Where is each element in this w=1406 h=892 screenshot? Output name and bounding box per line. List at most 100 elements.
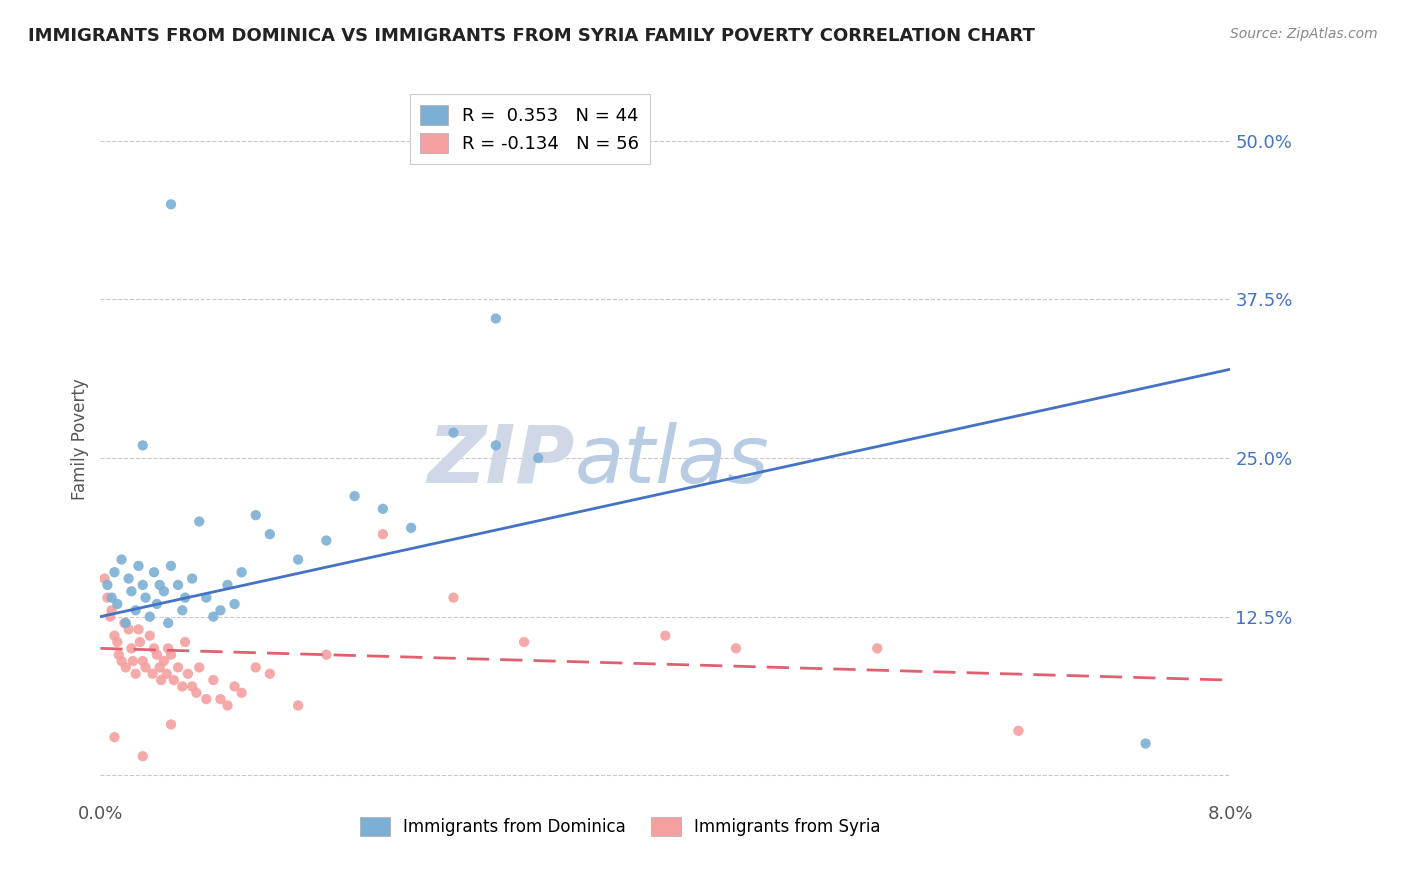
Text: Source: ZipAtlas.com: Source: ZipAtlas.com — [1230, 27, 1378, 41]
Point — [485, 438, 508, 452]
Point — [156, 666, 179, 681]
Point — [127, 558, 149, 573]
Point — [105, 635, 128, 649]
Point — [1135, 737, 1157, 751]
Point — [132, 654, 155, 668]
Point — [188, 660, 211, 674]
Point — [135, 591, 157, 605]
Point — [157, 641, 180, 656]
Text: atlas: atlas — [575, 422, 769, 500]
Point — [177, 666, 200, 681]
Point — [513, 635, 536, 649]
Point — [153, 654, 176, 668]
Point — [96, 591, 118, 605]
Point — [100, 591, 122, 605]
Point — [231, 566, 253, 580]
Point — [172, 603, 194, 617]
Point — [103, 566, 125, 580]
Point — [315, 533, 337, 548]
Text: IMMIGRANTS FROM DOMINICA VS IMMIGRANTS FROM SYRIA FAMILY POVERTY CORRELATION CHA: IMMIGRANTS FROM DOMINICA VS IMMIGRANTS F… — [28, 27, 1035, 45]
Point — [143, 566, 166, 580]
Point — [107, 648, 129, 662]
Point — [217, 578, 239, 592]
Point — [163, 673, 186, 687]
Point — [202, 673, 225, 687]
Point — [371, 527, 394, 541]
Point — [132, 749, 155, 764]
Point — [103, 629, 125, 643]
Point — [209, 692, 232, 706]
Point — [209, 603, 232, 617]
Point — [124, 603, 146, 617]
Point — [160, 648, 183, 662]
Point — [132, 438, 155, 452]
Point — [157, 615, 180, 630]
Point — [259, 527, 281, 541]
Point — [259, 666, 281, 681]
Point — [231, 686, 253, 700]
Point — [124, 666, 146, 681]
Point — [117, 623, 139, 637]
Point — [146, 597, 169, 611]
Point — [287, 698, 309, 713]
Point — [195, 692, 218, 706]
Point — [143, 641, 166, 656]
Point — [654, 629, 676, 643]
Point — [103, 730, 125, 744]
Point — [114, 615, 136, 630]
Point — [174, 591, 197, 605]
Point — [160, 197, 183, 211]
Point — [110, 654, 132, 668]
Point — [202, 609, 225, 624]
Point — [224, 680, 246, 694]
Point — [105, 597, 128, 611]
Point — [186, 686, 208, 700]
Point — [121, 654, 143, 668]
Point — [245, 508, 267, 523]
Point — [117, 572, 139, 586]
Point — [172, 680, 194, 694]
Point — [135, 660, 157, 674]
Point — [146, 648, 169, 662]
Point — [287, 552, 309, 566]
Point — [217, 698, 239, 713]
Point — [399, 521, 422, 535]
Point — [371, 501, 394, 516]
Point — [866, 641, 889, 656]
Point — [98, 609, 121, 624]
Point — [527, 451, 550, 466]
Point — [110, 552, 132, 566]
Point — [160, 558, 183, 573]
Point — [160, 717, 183, 731]
Point — [100, 603, 122, 617]
Point — [127, 623, 149, 637]
Point — [93, 572, 115, 586]
Point — [96, 578, 118, 592]
Point — [195, 591, 218, 605]
Point — [315, 648, 337, 662]
Point — [724, 641, 747, 656]
Point — [139, 629, 162, 643]
Point — [443, 425, 465, 440]
Point — [181, 680, 204, 694]
Point — [443, 591, 465, 605]
Point — [167, 660, 190, 674]
Point — [120, 641, 142, 656]
Point — [149, 660, 172, 674]
Point — [181, 572, 204, 586]
Point — [114, 660, 136, 674]
Legend: R =  0.353   N = 44, R = -0.134   N = 56: R = 0.353 N = 44, R = -0.134 N = 56 — [409, 94, 650, 164]
Point — [142, 666, 165, 681]
Point — [139, 609, 162, 624]
Point — [112, 615, 135, 630]
Text: ZIP: ZIP — [427, 422, 575, 500]
Point — [343, 489, 366, 503]
Point — [120, 584, 142, 599]
Point — [174, 635, 197, 649]
Point — [167, 578, 190, 592]
Point — [132, 578, 155, 592]
Y-axis label: Family Poverty: Family Poverty — [72, 378, 89, 500]
Point — [245, 660, 267, 674]
Point — [188, 515, 211, 529]
Point — [150, 673, 173, 687]
